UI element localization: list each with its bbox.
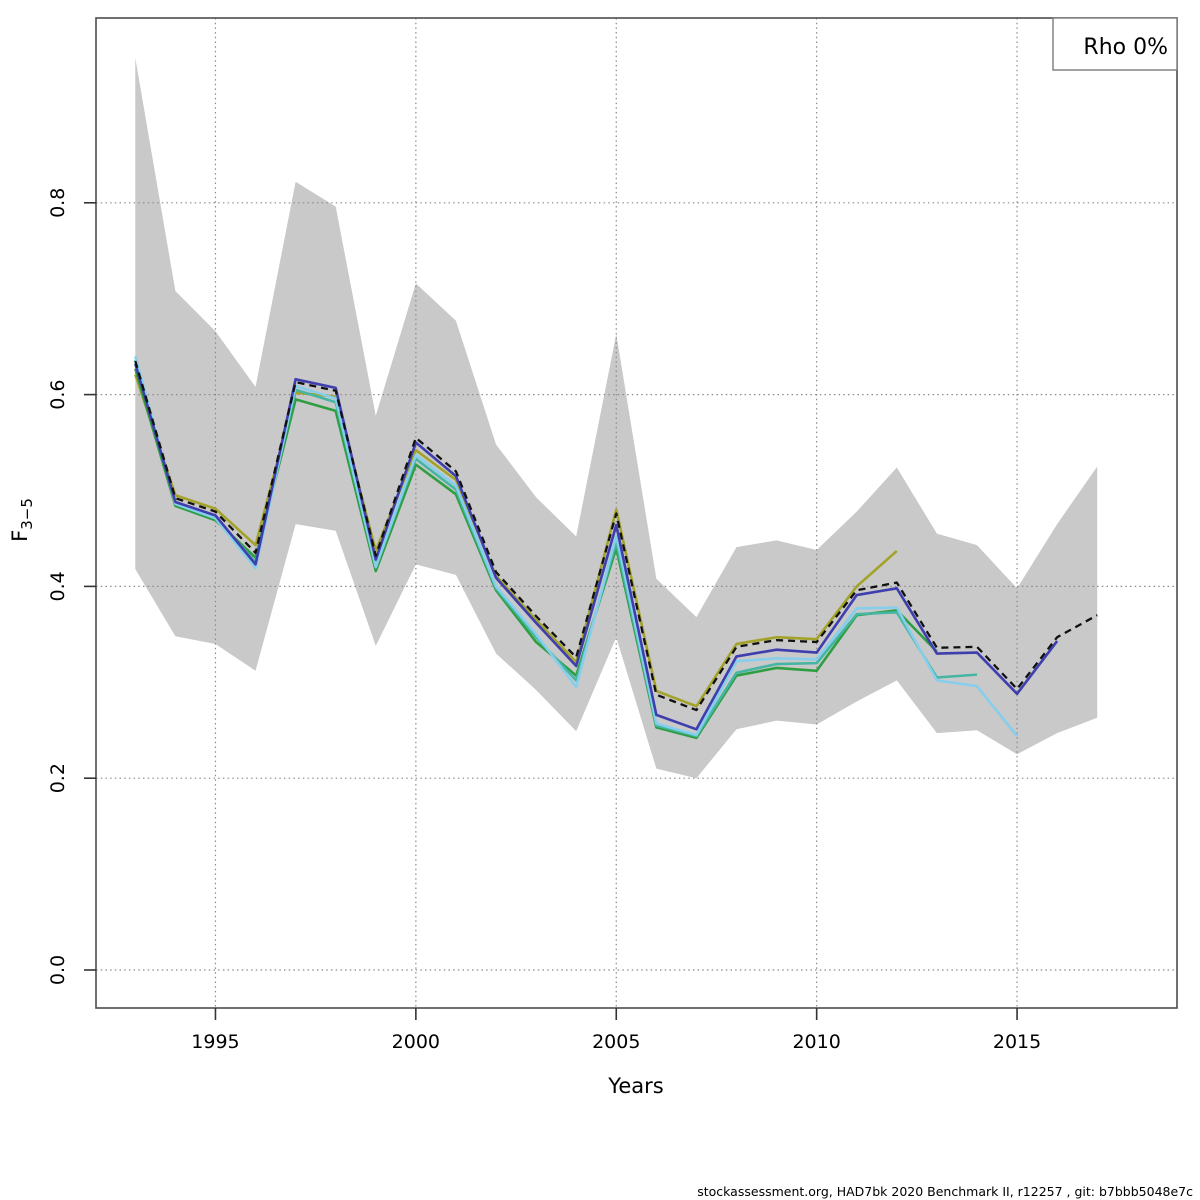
y-axis-title: F3−5 [8,498,36,542]
y-axis-title-subscript: 3−5 [18,498,36,530]
x-axis-title: Years [607,1074,663,1098]
y-tick-label: 0.0 [47,955,69,985]
y-axis-title-main: F [8,530,32,542]
y-tick-label: 0.6 [47,379,69,409]
x-tick-label: 2010 [792,1031,840,1053]
axis-titles: Years F3−5 [8,498,664,1098]
legend-box [1052,17,1178,71]
plot-frame [95,17,1178,1009]
x-tick-label: 2000 [392,1031,440,1053]
footer-text: stockassessment.org, HAD7bk 2020 Benchma… [697,1184,1193,1199]
y-tick-label: 0.2 [47,763,69,793]
x-tick-label: 2015 [993,1031,1041,1053]
legend-label: Rho 0% [1083,35,1168,60]
y-tick-label: 0.4 [47,571,69,601]
x-tick-label: 2005 [592,1031,640,1053]
legend: Rho 0% [1052,17,1178,71]
series-line-base-run [134,360,1098,712]
y-tick-label: 0.8 [47,188,69,218]
x-tick-label: 1995 [191,1031,239,1053]
chart-layers: 1995 2000 2005 2010 2015 0.0 0.2 0.4 0.6 0.8 [47,17,1178,1053]
